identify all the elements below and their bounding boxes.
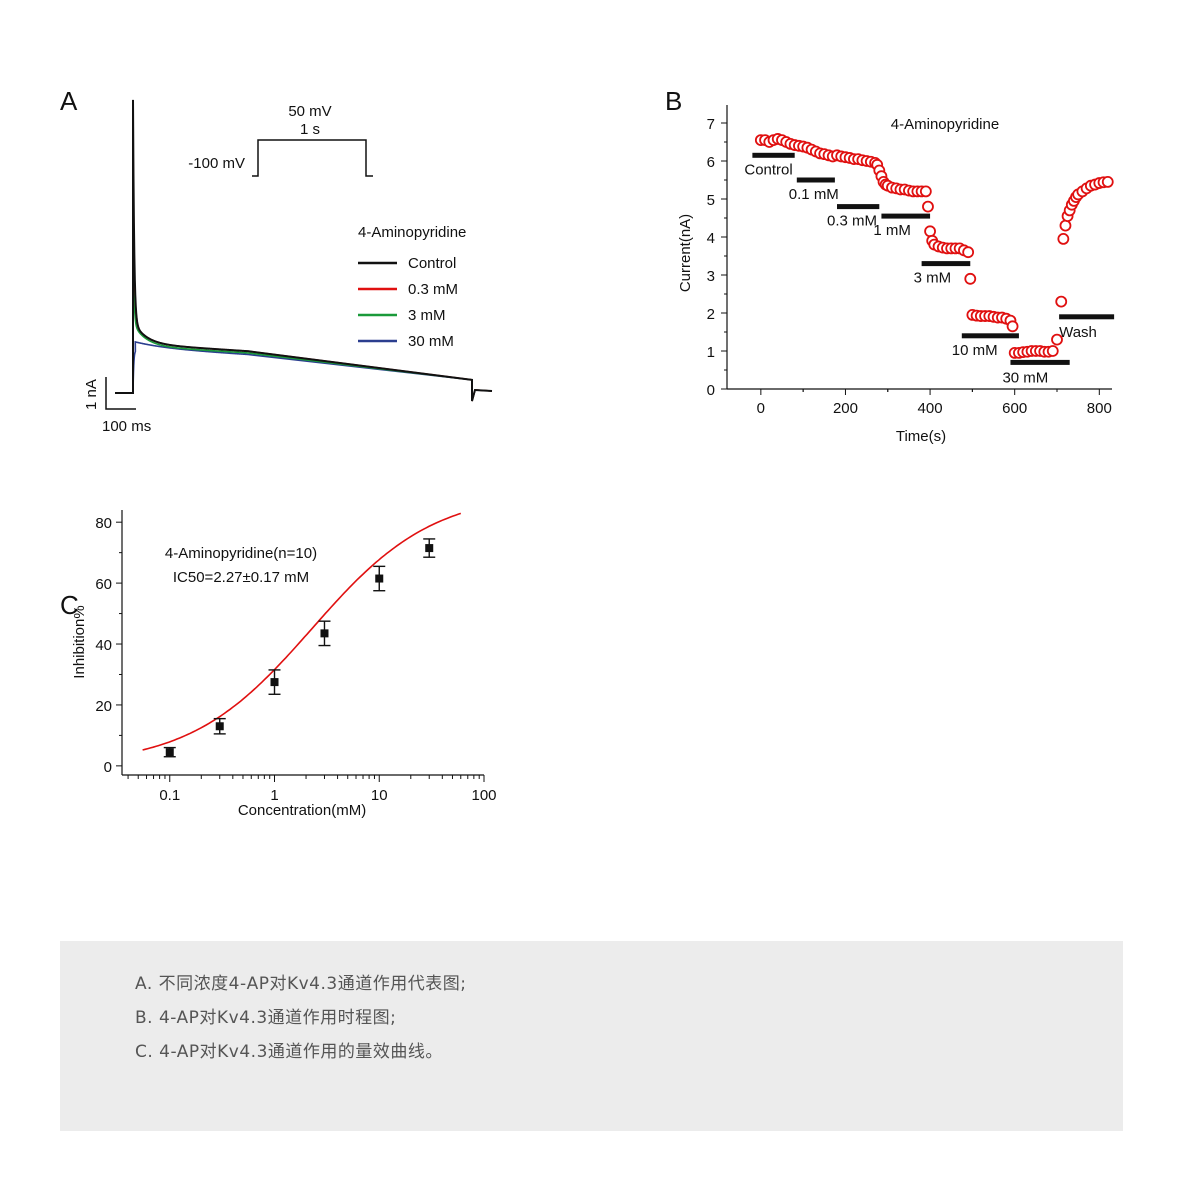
point-55 [964, 272, 977, 285]
point-43 [922, 200, 934, 213]
condition-label-0: Control [744, 161, 792, 178]
panel-c-points [163, 538, 436, 758]
b-xtick-label-2: 400 [918, 400, 943, 417]
point-76 [1046, 345, 1059, 357]
b-ytick-label-6: 6 [707, 154, 715, 171]
c-ytick-label-2: 40 [95, 637, 112, 654]
c-xtick-label-1: 1 [270, 787, 278, 804]
condition-bar-4 [921, 261, 971, 267]
point-80 [1059, 219, 1072, 232]
scale-bar-y-label: 1 nA [83, 379, 100, 410]
protocol-duration-label: 1 s [300, 121, 320, 138]
panel-c-xlabel: Concentration(mM) [238, 802, 366, 819]
panel-c-annotation-2: IC50=2.27±0.17 mM [173, 569, 309, 586]
c-ytick-label-1: 20 [95, 698, 112, 715]
caption-line-a: A. 不同浓度4-AP对Kv4.3通道作用代表图; [135, 974, 467, 994]
c-xtick-label-2: 10 [371, 787, 388, 804]
b-ytick-label-2: 2 [707, 306, 715, 323]
b-ytick-label-4: 4 [707, 230, 715, 247]
scale-bar [105, 377, 136, 410]
voltage-protocol [252, 139, 373, 177]
condition-bar-5 [961, 333, 1019, 339]
legend-label-3: 30 mM [408, 333, 454, 350]
condition-label-3: 1 mM [873, 222, 911, 239]
point-44 [924, 225, 936, 238]
b-xtick-label-3: 600 [1002, 400, 1027, 417]
panel-b-ylabel: Current(nA) [677, 214, 694, 292]
data-point-4 [375, 574, 384, 583]
point-78 [1055, 295, 1068, 308]
point-66 [1006, 320, 1019, 333]
b-ytick-label-3: 3 [707, 268, 715, 285]
panel-b-timecourse: 4-Aminopyridine 0 1 2 3 4 5 6 7 0 200 400 600 800 Co… [677, 105, 1115, 445]
caption-box: A. 不同浓度4-AP对Kv4.3通道作用代表图; B. 4-AP对Kv4.3通… [60, 941, 1123, 1131]
condition-label-2: 0.3 mM [827, 213, 877, 230]
c-xtick-label-0: 0.1 [159, 787, 180, 804]
panel-a-legend: Control 0.3 mM 3 mM 30 mM [358, 255, 458, 350]
data-point-5 [425, 544, 434, 553]
panel-b-points [754, 133, 1114, 359]
condition-label-5: 10 mM [952, 342, 998, 359]
b-xtick-label-0: 0 [757, 400, 765, 417]
panel-c-dose-response: 0 20 40 60 80 0.1 1 10 100 4-Aminopyridine(n=10)… [71, 510, 497, 819]
condition-bar-6 [1010, 359, 1070, 365]
protocol-hold-label: -100 mV [188, 155, 245, 172]
legend-label-0: Control [408, 255, 456, 272]
c-ytick-label-4: 80 [95, 515, 112, 532]
point-93 [1101, 175, 1114, 188]
point-79 [1057, 232, 1070, 245]
data-point-3 [320, 629, 329, 638]
b-ytick-label-1: 1 [707, 344, 715, 361]
condition-label-1: 0.1 mM [789, 186, 839, 203]
condition-bar-7 [1059, 314, 1115, 320]
protocol-voltage-label: 50 mV [288, 103, 331, 120]
condition-bar-0 [752, 152, 795, 158]
panel-a-traces: 50 mV 1 s -100 mV 4-Aminopyridine Contro… [83, 99, 493, 435]
trace-3-mm [115, 222, 493, 402]
condition-bar-2 [837, 204, 880, 210]
trace-control [115, 99, 493, 402]
caption-line-c: C. 4-AP对Kv4.3通道作用的量效曲线。 [135, 1042, 443, 1062]
condition-label-4: 3 mM [914, 270, 952, 287]
panel-c-ylabel: Inhibition% [71, 605, 88, 678]
b-ytick-label-0: 0 [707, 382, 715, 399]
condition-bar-3 [881, 213, 931, 219]
panel-c-annotation-1: 4-Aminopyridine(n=10) [165, 545, 317, 562]
panel-a-trace-group [115, 99, 493, 402]
c-xtick-label-3: 100 [471, 787, 496, 804]
condition-label-7: Wash [1059, 324, 1097, 341]
b-xtick-label-4: 800 [1087, 400, 1112, 417]
panel-c-fit [142, 512, 462, 751]
b-ytick-label-7: 7 [707, 116, 715, 133]
data-point-2 [270, 678, 279, 687]
b-xtick-label-1: 200 [833, 400, 858, 417]
condition-bar-1 [796, 177, 835, 183]
c-ytick-label-3: 60 [95, 576, 112, 593]
panel-label-a: A [60, 86, 78, 116]
panel-b-title: 4-Aminopyridine [891, 116, 999, 133]
panel-c-axes: 0 20 40 60 80 0.1 1 10 100 [95, 510, 497, 804]
panel-b-axes: 0 1 2 3 4 5 6 7 0 200 400 600 800 [707, 105, 1112, 417]
scale-bar-x-label: 100 ms [102, 418, 151, 435]
fit-curve [142, 512, 462, 751]
point-42 [919, 185, 932, 198]
caption-line-b: B. 4-AP对Kv4.3通道作用时程图; [135, 1008, 397, 1028]
panel-label-b: B [665, 86, 682, 116]
legend-label-1: 0.3 mM [408, 281, 458, 298]
panel-a-title: 4-Aminopyridine [358, 224, 466, 241]
trace-30-mm [115, 340, 493, 402]
panel-label-c: C [60, 590, 79, 620]
panel-b-xlabel: Time(s) [896, 428, 946, 445]
point-54 [962, 246, 975, 259]
condition-label-6: 30 mM [1002, 369, 1048, 386]
c-ytick-label-0: 0 [104, 759, 112, 776]
point-77 [1051, 333, 1063, 346]
b-ytick-label-5: 5 [707, 192, 715, 209]
legend-label-2: 3 mM [408, 307, 446, 324]
data-point-0 [165, 748, 174, 757]
data-point-1 [215, 722, 224, 731]
